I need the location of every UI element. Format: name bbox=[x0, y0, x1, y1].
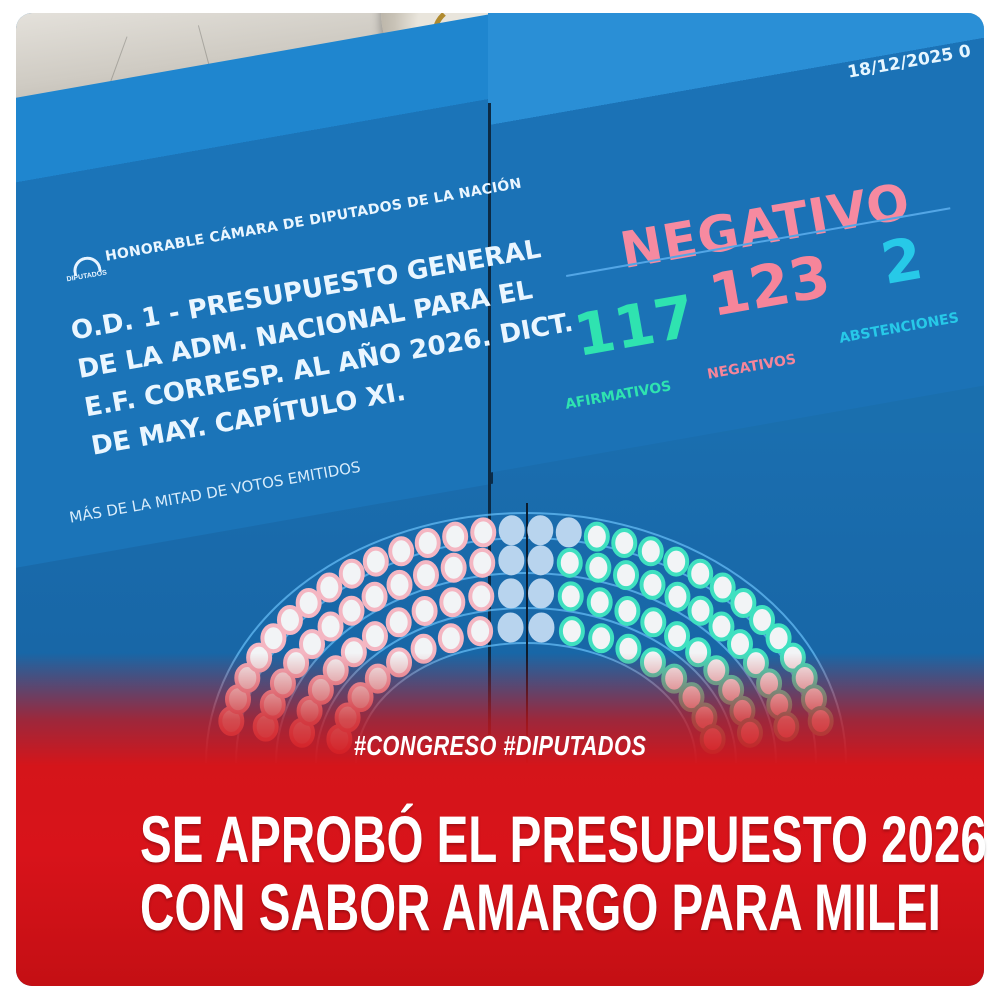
photo-card: DIPUTADOS HONORABLE CÁMARA DE DIPUTADOS … bbox=[16, 13, 984, 986]
headline: SE APROBÓ EL PRESUPUESTO 2026 CON SABOR … bbox=[140, 802, 987, 944]
headline-band bbox=[16, 653, 984, 986]
hashtags: #CONGRESO #DIPUTADOS bbox=[353, 730, 647, 761]
screen-seam bbox=[488, 103, 491, 743]
diputados-logo-icon: DIPUTADOS bbox=[63, 254, 108, 294]
